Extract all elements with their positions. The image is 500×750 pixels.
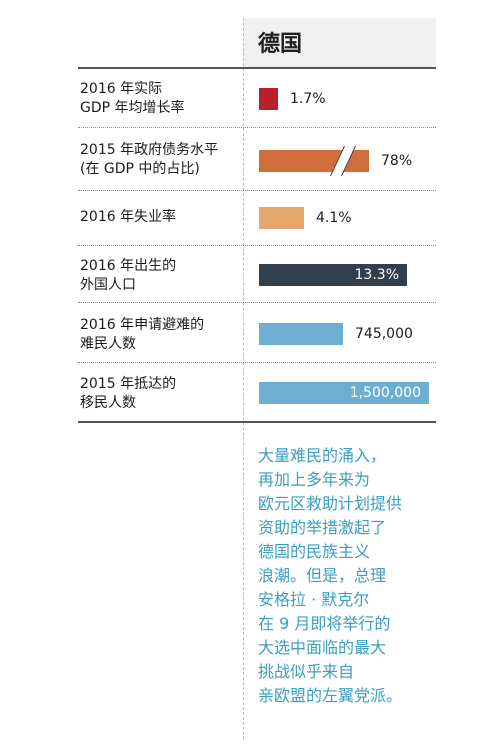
- bar-value-label: 1.7%: [290, 91, 326, 107]
- row-divider: [78, 190, 436, 191]
- row-label-line: (在 GDP 中的占比): [80, 161, 200, 177]
- row-label-line: 2016 年实际: [80, 81, 163, 97]
- note-line: 挑战似乎来自: [258, 662, 355, 681]
- table-bottom-rule: [78, 421, 436, 423]
- note-line: 德国的民族主义: [258, 542, 371, 561]
- note-line: 大量难民的涌入，: [258, 446, 387, 465]
- row-label: 2016 年出生的 外国人口: [80, 257, 240, 295]
- bar-value-label: 745,000: [355, 326, 413, 342]
- row-label-line: 移民人数: [80, 395, 136, 411]
- column-header-title: 德国: [258, 32, 303, 57]
- row-divider: [78, 245, 436, 246]
- bar: [259, 382, 429, 404]
- row-label-line: 外国人口: [80, 277, 136, 293]
- note-line: 再加上多年来为: [258, 470, 371, 489]
- row-divider: [78, 302, 436, 303]
- note-line: 安格拉 · 默克尔: [258, 590, 370, 609]
- bar-value-label: 4.1%: [316, 210, 352, 226]
- note-line: 浪潮。但是，总理: [258, 566, 387, 585]
- row-label: 2016 年实际 GDP 年均增长率: [80, 80, 240, 118]
- row-label-line: 2016 年失业率: [80, 209, 177, 225]
- bar: [259, 323, 343, 345]
- column-divider: [243, 18, 244, 740]
- bar-value-label: 13.3%: [354, 267, 399, 283]
- note-line: 资助的举措激起了: [258, 518, 387, 537]
- row-label: 2016 年申请避难的 难民人数: [80, 316, 240, 354]
- commentary-note: 大量难民的涌入， 再加上多年来为欧元区救助计划提供 资助的举措激起了 德国的民族主义浪…: [258, 444, 438, 708]
- row-label-line: GDP 年均增长率: [80, 100, 185, 116]
- column-header-background: [243, 18, 436, 68]
- row-label: 2015 年抵达的 移民人数: [80, 375, 240, 413]
- note-line: 大选中面临的最大: [258, 638, 387, 657]
- note-line: 在 9 月即将举行的: [258, 614, 391, 633]
- bar: [259, 264, 407, 286]
- bar-value-label: 1,500,000: [349, 385, 421, 401]
- row-label: 2015 年政府债务水平 (在 GDP 中的占比): [80, 141, 240, 179]
- header-rule: [78, 67, 436, 69]
- row-divider: [78, 127, 436, 128]
- note-line: 亲欧盟的左翼党派。: [258, 686, 403, 705]
- row-label-line: 难民人数: [80, 336, 136, 352]
- row-label: 2016 年失业率: [80, 208, 240, 227]
- bar: [259, 207, 304, 229]
- bar-value-label: 78%: [381, 153, 413, 169]
- note-line: 欧元区救助计划提供: [258, 494, 403, 513]
- row-divider: [78, 362, 436, 363]
- bar: [259, 88, 278, 110]
- row-label-line: 2016 年出生的: [80, 258, 177, 274]
- row-label-line: 2016 年申请避难的: [80, 317, 205, 333]
- row-label-line: 2015 年政府债务水平: [80, 142, 219, 158]
- row-label-line: 2015 年抵达的: [80, 376, 177, 392]
